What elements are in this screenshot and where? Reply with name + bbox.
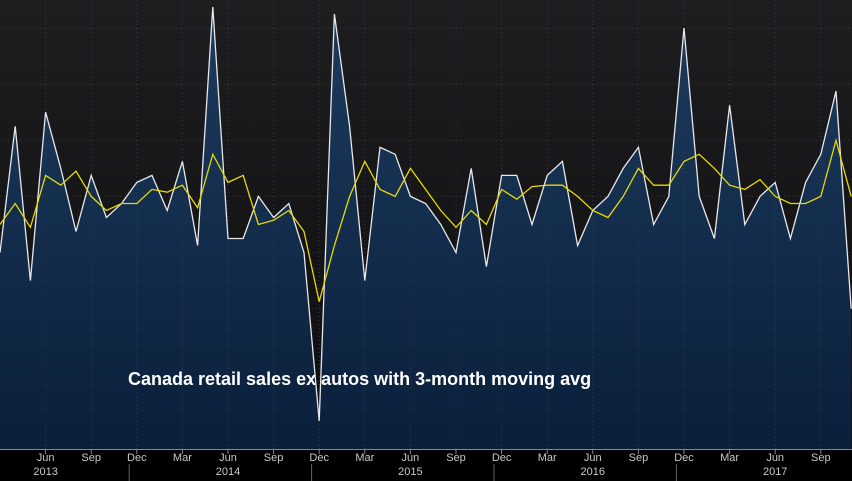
x-tick-label: Mar	[538, 452, 557, 464]
x-tick-label: Dec	[309, 452, 329, 464]
x-tick-label: Jun	[584, 452, 602, 464]
x-tick-label: Jun	[766, 452, 784, 464]
axis-strip	[0, 449, 852, 481]
x-year-label: 2017	[763, 466, 787, 478]
x-tick-label: Dec	[674, 452, 694, 464]
x-year-label: 2016	[581, 466, 605, 478]
series-area	[0, 7, 852, 449]
x-year-label: 2014	[216, 466, 240, 478]
x-tick-label: Jun	[402, 452, 420, 464]
moving-average-line	[0, 137, 852, 302]
x-tick-label: Mar	[355, 452, 374, 464]
x-axis: Jun Sep Dec Mar Jun Sep Dec Mar Jun Sep Dec Mar Jun S…	[0, 449, 852, 481]
x-tick-label: Sep	[264, 452, 284, 464]
x-tick-label: Sep	[81, 452, 101, 464]
x-tick-label: Dec	[127, 452, 147, 464]
x-tick-label: Mar	[173, 452, 192, 464]
x-tick-label: Sep	[446, 452, 466, 464]
x-year-label: 2015	[398, 466, 422, 478]
series-line	[0, 6, 852, 421]
x-tick-label: Mar	[720, 452, 739, 464]
chart-title: Canada retail sales ex autos with 3-mont…	[128, 369, 591, 389]
vertical-grid-lines	[45, 0, 822, 449]
x-tick-label: Sep	[629, 452, 649, 464]
x-tick-label: Dec	[492, 452, 512, 464]
x-tick-label: Sep	[811, 452, 831, 464]
x-tick-label: Jun	[37, 452, 55, 464]
x-tick-label: Jun	[219, 452, 237, 464]
x-year-label: 2013	[33, 466, 57, 478]
